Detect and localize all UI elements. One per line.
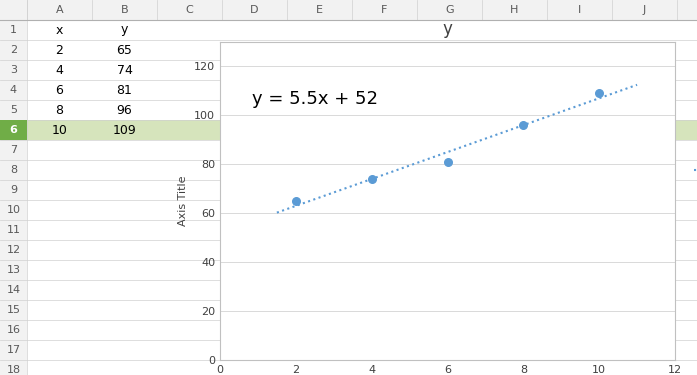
Bar xyxy=(0,120,697,140)
Text: 10: 10 xyxy=(52,123,68,136)
Text: 6: 6 xyxy=(10,125,17,135)
Bar xyxy=(0,0,27,375)
Text: 1: 1 xyxy=(10,25,17,35)
Text: F: F xyxy=(381,5,388,15)
Text: B: B xyxy=(121,5,128,15)
Text: G: G xyxy=(445,5,454,15)
Point xyxy=(594,90,605,96)
Text: 17: 17 xyxy=(6,345,21,355)
Text: 10: 10 xyxy=(6,205,20,215)
Text: I: I xyxy=(578,5,581,15)
Text: C: C xyxy=(185,5,193,15)
Text: 2: 2 xyxy=(10,45,17,55)
Text: 6: 6 xyxy=(56,84,63,96)
Text: 15: 15 xyxy=(6,305,20,315)
Text: 11: 11 xyxy=(6,225,20,235)
Text: y: y xyxy=(121,24,128,36)
Text: 7: 7 xyxy=(10,145,17,155)
Point xyxy=(290,198,301,204)
Text: 74: 74 xyxy=(116,63,132,76)
Text: 14: 14 xyxy=(6,285,21,295)
Text: x: x xyxy=(56,24,63,36)
Text: 8: 8 xyxy=(56,104,63,117)
Text: 12: 12 xyxy=(6,245,21,255)
Bar xyxy=(0,120,27,140)
Text: H: H xyxy=(510,5,519,15)
Text: 4: 4 xyxy=(56,63,63,76)
Text: 109: 109 xyxy=(113,123,137,136)
Text: E: E xyxy=(316,5,323,15)
Text: 2: 2 xyxy=(56,44,63,57)
Text: 18: 18 xyxy=(6,365,21,375)
Text: y = 5.5x + 52: y = 5.5x + 52 xyxy=(252,90,378,108)
Text: J: J xyxy=(643,5,646,15)
Text: 81: 81 xyxy=(116,84,132,96)
Point xyxy=(366,176,377,182)
Point xyxy=(442,159,453,165)
Text: 9: 9 xyxy=(10,185,17,195)
Text: 96: 96 xyxy=(116,104,132,117)
Text: 4: 4 xyxy=(10,85,17,95)
Point xyxy=(518,122,529,128)
Bar xyxy=(0,0,697,20)
Text: 13: 13 xyxy=(6,265,20,275)
Y-axis label: Axis Title: Axis Title xyxy=(178,176,188,226)
Legend: y, Linear (y): y, Linear (y) xyxy=(694,150,697,176)
Text: 16: 16 xyxy=(6,325,20,335)
Text: 5: 5 xyxy=(10,105,17,115)
Text: 65: 65 xyxy=(116,44,132,57)
Text: D: D xyxy=(250,5,259,15)
Text: A: A xyxy=(56,5,63,15)
Text: 8: 8 xyxy=(10,165,17,175)
Text: 3: 3 xyxy=(10,65,17,75)
Title: y: y xyxy=(443,20,452,38)
